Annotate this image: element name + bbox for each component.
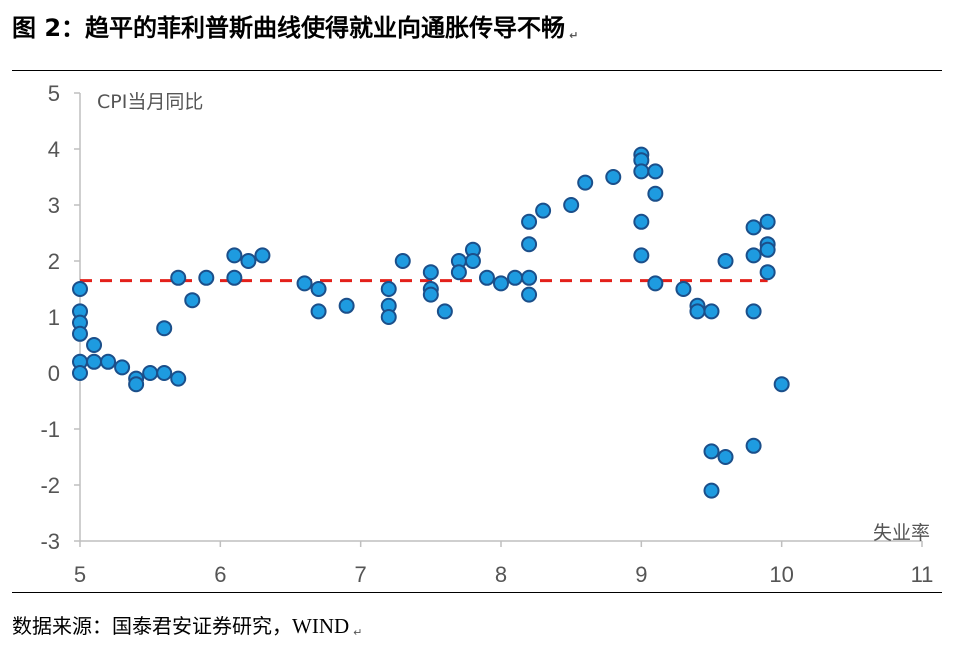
- figure-title-text: 图 2：趋平的菲利普斯曲线使得就业向通胀传导不畅: [12, 14, 566, 42]
- scatter-point: [745, 247, 762, 264]
- y-tick-label: 5: [48, 81, 60, 106]
- scatter-point: [507, 269, 524, 286]
- y-tick-label: 4: [48, 137, 60, 162]
- y-tick-label: -3: [40, 529, 60, 554]
- scatter-point: [170, 370, 187, 387]
- scatter-chart: -3 -2 -1 0 1 2 3 4 5 5 6 7 8 9 10 11 CPI当月同比 失业率: [40, 81, 933, 587]
- scatter-point: [759, 213, 776, 230]
- scatter-point: [633, 247, 650, 264]
- scatter-point: [436, 303, 453, 320]
- scatter-point: [633, 163, 650, 180]
- y-axis-title: CPI当月同比: [97, 91, 203, 113]
- scatter-point: [254, 247, 271, 264]
- scatter-point: [142, 365, 159, 381]
- scatter-point: [450, 264, 467, 281]
- scatter-point: [86, 337, 103, 353]
- y-tick-label: 3: [48, 193, 60, 218]
- scatter-point: [647, 275, 664, 292]
- scatter-point: [72, 281, 88, 297]
- scatter-point: [689, 303, 706, 320]
- x-tick-label: 11: [911, 562, 934, 587]
- scatter-point: [717, 449, 734, 465]
- scatter-point: [647, 163, 664, 180]
- scatter-point: [380, 281, 397, 297]
- scatter-point: [296, 275, 313, 292]
- scatter-point: [310, 303, 327, 320]
- scatter-point: [184, 292, 201, 309]
- x-tick-label: 10: [769, 562, 793, 587]
- scatter-point: [577, 174, 594, 191]
- y-tick-label: 1: [48, 305, 60, 330]
- top-rule: [12, 70, 942, 71]
- scatter-point: [156, 320, 173, 337]
- scatter-point: [114, 359, 131, 376]
- scatter-point: [170, 269, 187, 286]
- y-tick-label: 2: [48, 249, 60, 274]
- source-label: 数据来源：国泰君安证券研究，: [12, 614, 292, 638]
- y-tick-label: -1: [40, 417, 60, 442]
- scatter-point: [703, 303, 720, 320]
- scatter-point: [521, 286, 538, 303]
- x-tick-label: 5: [74, 562, 86, 587]
- scatter-point: [745, 219, 762, 236]
- scatter-point: [422, 264, 439, 281]
- scatter-point: [605, 169, 622, 185]
- scatter-point: [521, 236, 538, 253]
- x-tick-label: 7: [355, 562, 367, 587]
- scatter-point: [240, 253, 257, 269]
- x-axis-title: 失业率: [873, 522, 930, 544]
- scatter-point: [521, 269, 538, 286]
- x-tick-label: 6: [214, 562, 226, 587]
- scatter-point: [703, 443, 720, 460]
- source-return-mark: ↵: [353, 626, 363, 639]
- scatter-point: [717, 253, 734, 269]
- title-return-mark: ↵: [569, 29, 579, 42]
- scatter-point: [422, 286, 439, 303]
- scatter-point: [394, 253, 411, 269]
- figure-title: 图 2：趋平的菲利普斯曲线使得就业向通胀传导不畅 ↵: [12, 8, 578, 43]
- scatter-point: [759, 264, 776, 281]
- scatter-point: [338, 297, 355, 314]
- bottom-rule: [12, 592, 942, 593]
- scatter-point: [156, 365, 173, 381]
- scatter-point: [745, 303, 762, 320]
- y-tick-label: -2: [40, 473, 60, 498]
- scatter-point: [226, 269, 243, 286]
- scatter-point: [493, 275, 509, 292]
- x-tick-label: 8: [495, 562, 507, 587]
- chart-axes: -3 -2 -1 0 1 2 3 4 5 5 6 7 8 9 10 11: [40, 81, 933, 587]
- scatter-point: [72, 365, 88, 381]
- scatter-point: [675, 281, 692, 297]
- scatter-point: [773, 376, 790, 393]
- scatter-point: [521, 213, 538, 230]
- source-note: 数据来源：国泰君安证券研究，WIND ↵: [12, 610, 362, 639]
- scatter-point: [86, 353, 103, 370]
- x-tick-label: 9: [635, 562, 647, 587]
- scatter-point: [226, 247, 243, 264]
- scatter-point: [759, 241, 776, 258]
- scatter-point: [380, 309, 397, 325]
- scatter-point: [633, 213, 650, 230]
- scatter-point: [100, 353, 117, 370]
- scatter-point: [72, 325, 88, 342]
- scatter-point: [198, 269, 215, 286]
- scatter-point: [535, 202, 552, 219]
- scatter-point: [703, 482, 720, 499]
- scatter-point: [464, 253, 481, 269]
- scatter-point: [563, 197, 580, 213]
- scatter-point: [310, 281, 327, 297]
- scatter-point: [647, 185, 664, 202]
- data-points: [72, 146, 790, 499]
- scatter-point: [745, 437, 762, 454]
- source-wind: WIND: [292, 614, 350, 638]
- y-tick-label: 0: [48, 361, 60, 386]
- scatter-point: [128, 376, 145, 393]
- scatter-point: [478, 269, 495, 286]
